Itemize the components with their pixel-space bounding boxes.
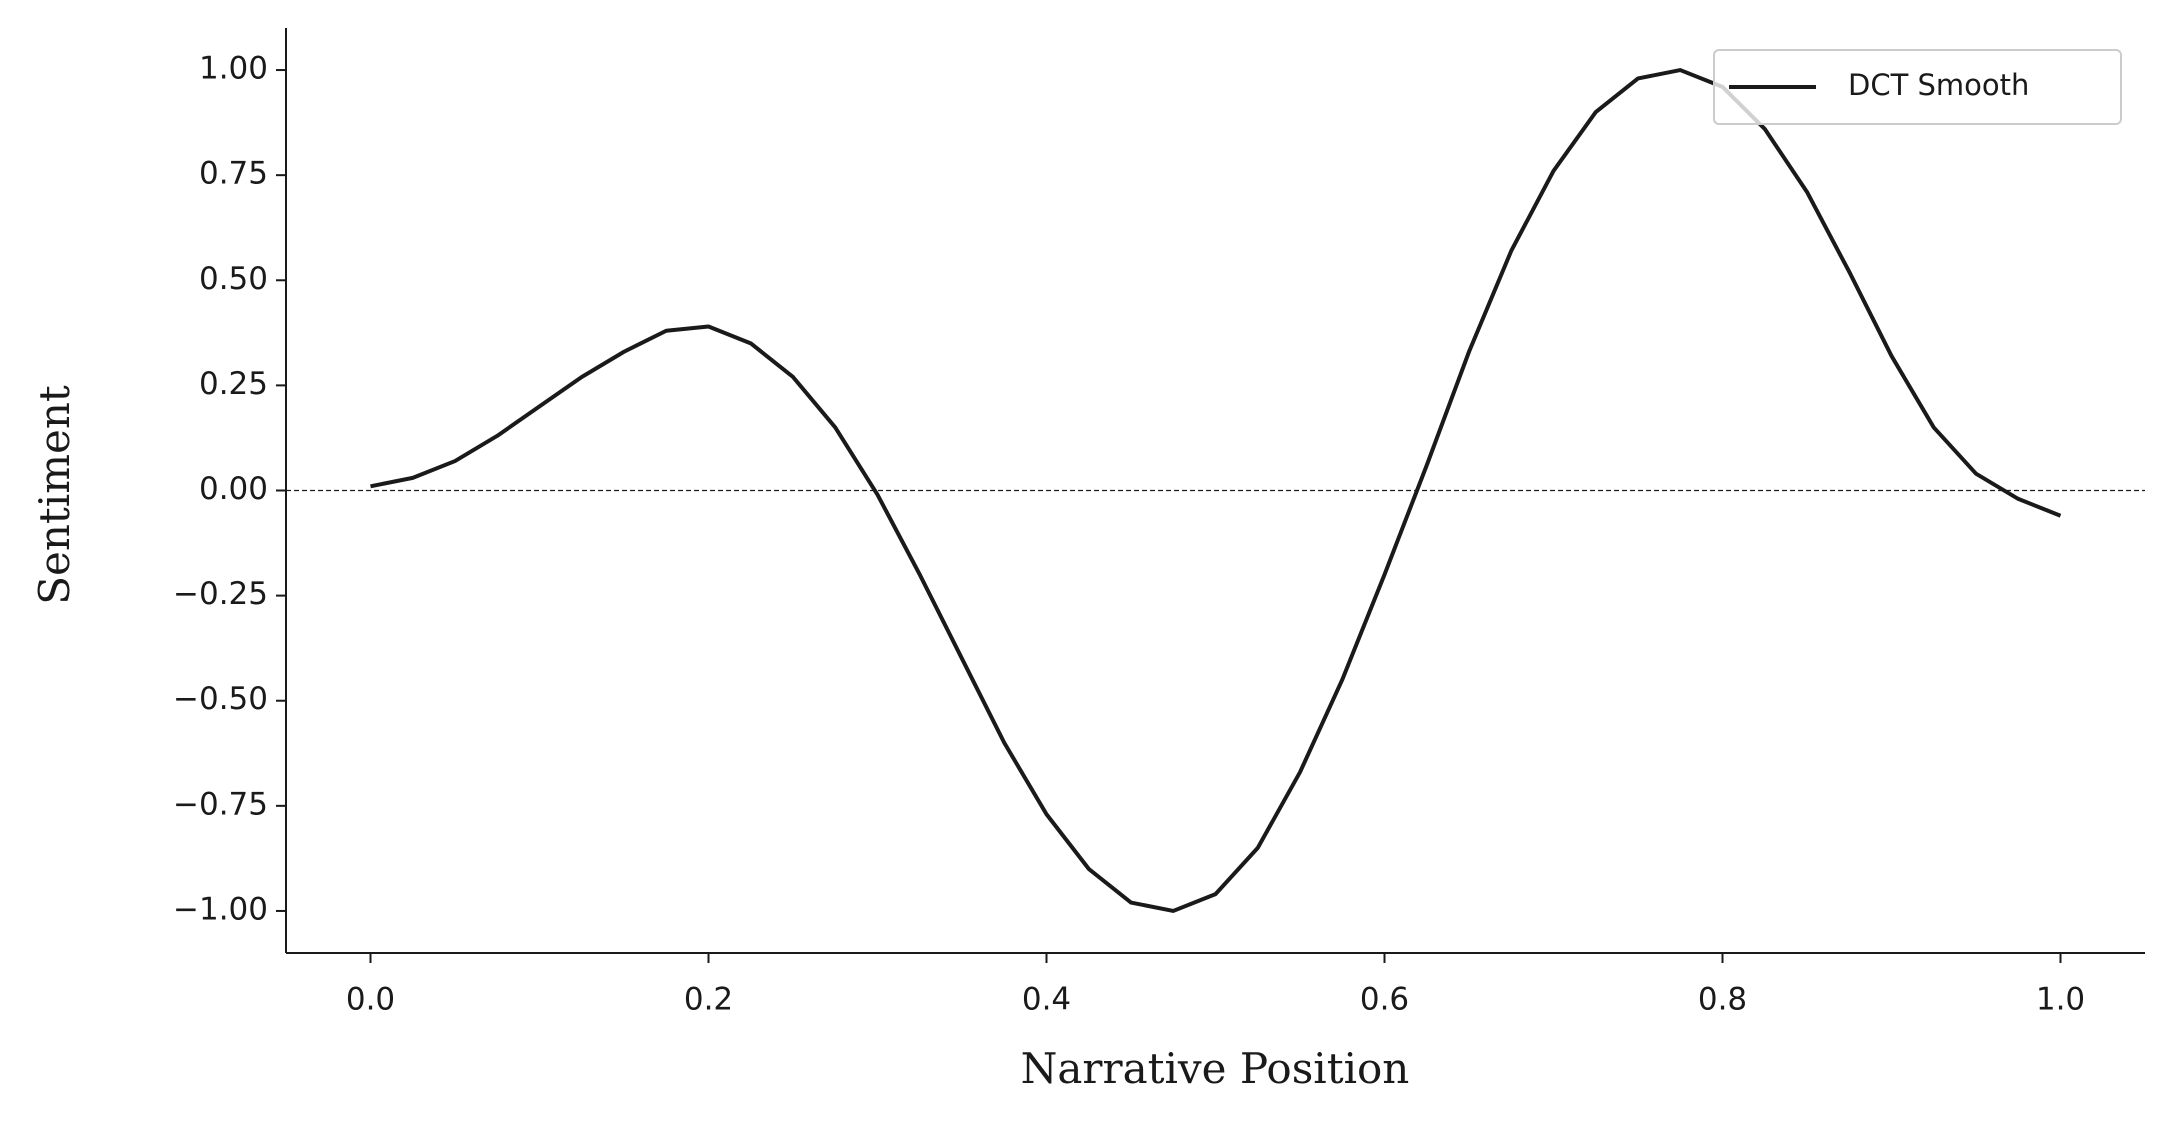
- y-tick-label: −0.75: [173, 786, 268, 822]
- y-axis-label: Sentiment: [30, 385, 79, 605]
- x-tick-label: 0.2: [684, 982, 733, 1018]
- y-tick-label: 0.00: [199, 471, 268, 507]
- y-tick-label: −0.25: [173, 576, 268, 612]
- y-tick-label: −0.50: [173, 681, 268, 717]
- y-tick-label: 0.75: [199, 156, 268, 192]
- x-tick-label: 0.0: [346, 982, 395, 1018]
- y-tick-label: 0.50: [199, 261, 268, 297]
- x-axis-label: Narrative Position: [1021, 1044, 1410, 1093]
- x-tick-label: 0.6: [1360, 982, 1409, 1018]
- y-tick-label: 1.00: [199, 51, 268, 87]
- y-tick-label: −1.00: [173, 891, 268, 927]
- x-tick-label: 0.8: [1698, 982, 1747, 1018]
- legend-label: DCT Smooth: [1848, 68, 2029, 102]
- x-tick-label: 1.0: [2036, 982, 2085, 1018]
- y-tick-label: 0.25: [199, 366, 268, 402]
- line: [370, 68, 2062, 913]
- x-tick-label: 0.4: [1022, 982, 1071, 1018]
- legend-box: [1713, 49, 2122, 125]
